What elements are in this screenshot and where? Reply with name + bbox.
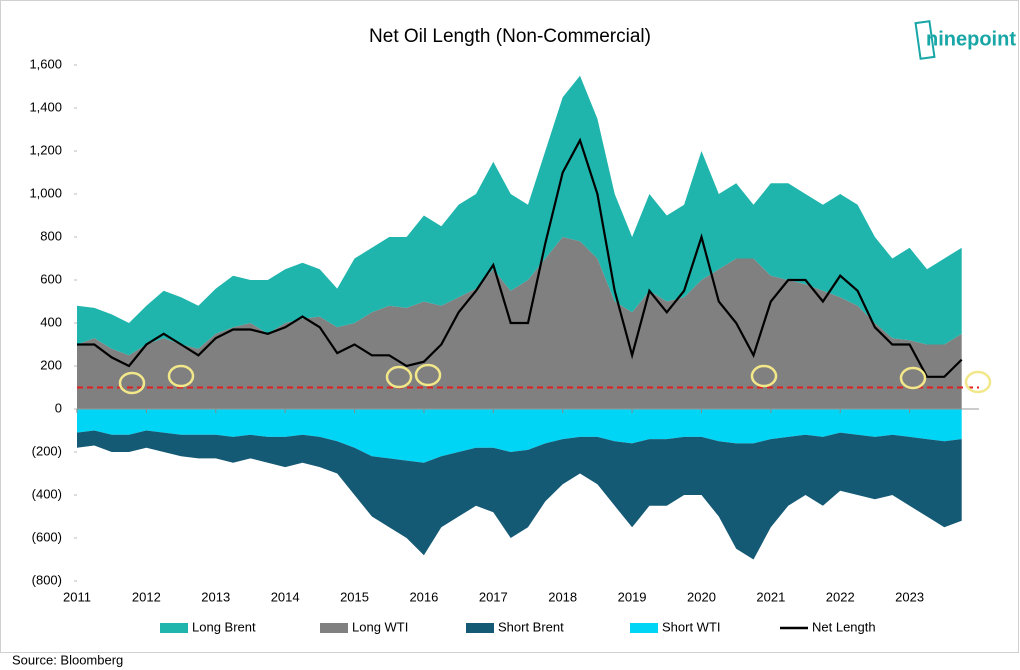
legend-item: Short WTI (630, 619, 721, 634)
legend-swatch (160, 623, 188, 633)
x-tick-label: 2013 (201, 589, 230, 604)
legend-item: Long WTI (320, 619, 408, 634)
source-note: Source: Bloomberg (12, 652, 123, 667)
x-tick-label: 2022 (826, 589, 855, 604)
y-tick-label: 1,000 (29, 185, 62, 200)
y-tick-label: 600 (40, 271, 62, 286)
legend-label: Long WTI (352, 619, 408, 634)
chart-title: Net Oil Length (Non-Commercial) (369, 26, 651, 47)
highlight-circles (118, 363, 992, 395)
legend-label: Net Length (812, 619, 876, 634)
x-tick-label: 2015 (340, 589, 369, 604)
area-series (77, 430, 962, 560)
y-tick-label: 1,400 (29, 99, 62, 114)
x-tick-label: 2016 (409, 589, 438, 604)
legend-item: Long Brent (160, 619, 256, 634)
highlight-circle (414, 363, 442, 387)
x-tick-label: 2023 (895, 589, 924, 604)
x-tick-label: 2014 (271, 589, 300, 604)
y-tick-label: (600) (32, 529, 62, 544)
x-tick-label: 2020 (687, 589, 716, 604)
y-tick-label: (800) (32, 572, 62, 587)
y-tick-label: (400) (32, 486, 62, 501)
highlight-circle (750, 364, 778, 388)
x-tick-label: 2021 (756, 589, 785, 604)
net-line (77, 137, 963, 378)
legend-label: Short Brent (498, 619, 564, 634)
y-tick-label: 800 (40, 228, 62, 243)
y-tick-label: (200) (32, 443, 62, 458)
x-tick-label: 2017 (479, 589, 508, 604)
legend-label: Long Brent (192, 619, 256, 634)
x-tick-label: 2019 (618, 589, 647, 604)
highlight-circle (899, 366, 927, 390)
legend-swatch (630, 623, 658, 633)
highlight-circle (167, 364, 195, 388)
highlight-circle (118, 371, 146, 395)
plot-area: 1,600 1,400 1,200 1,000 800 600 400 200 0 (200) (4… (29, 56, 979, 604)
x-tick-label: 2011 (63, 589, 91, 604)
y-tick-label: 0 (55, 400, 62, 415)
highlight-circle (385, 365, 413, 389)
highlight-circle (964, 370, 992, 394)
x-tick-label: 2018 (548, 589, 577, 604)
legend-item: Net Length (780, 619, 876, 634)
y-tick-label: 400 (40, 314, 62, 329)
area-series (77, 409, 962, 463)
y-tick-label: 1,600 (29, 56, 62, 71)
legend-swatch (320, 623, 348, 633)
legend-item: Short Brent (466, 619, 564, 634)
y-tick-label: 200 (40, 357, 62, 372)
logo-frame (914, 20, 936, 60)
area-series (77, 75, 962, 356)
y-tick-label: 1,200 (29, 142, 62, 157)
x-tick-label: 2012 (132, 589, 161, 604)
logo: ninepoint (926, 28, 1016, 50)
legend-swatch (466, 623, 494, 633)
legend-label: Short WTI (662, 619, 721, 634)
